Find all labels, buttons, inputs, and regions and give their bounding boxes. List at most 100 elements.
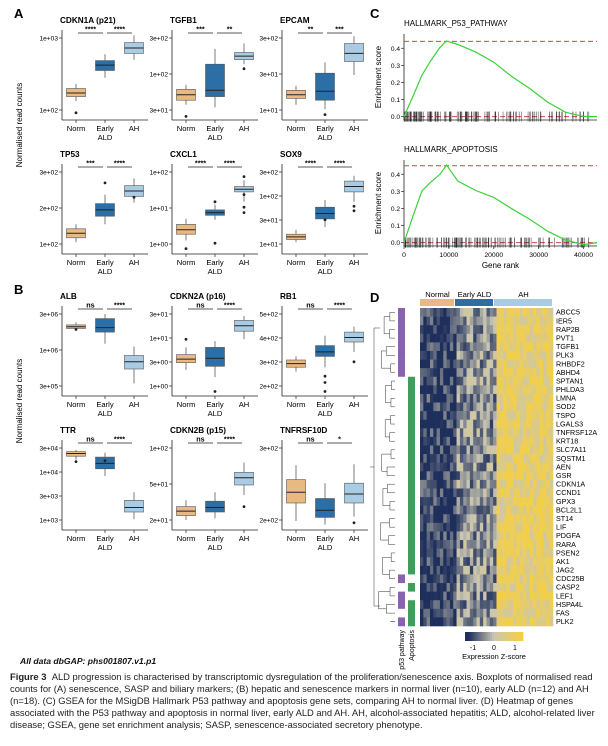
heatmap-cell [463,333,467,343]
heatmap-cell [426,548,431,558]
heatmap-cell [516,368,521,378]
heatmap-cell [493,514,497,524]
heatmap-cell [543,428,547,438]
heatmap-cell [463,565,467,575]
heatmap-cell [463,479,467,489]
heatmap-cell [483,462,487,472]
heatmap-cell [529,436,534,446]
annotation-cell-apoptosis [408,402,415,412]
box-1 [315,345,335,357]
heatmap-cell [443,548,447,558]
heatmap-cell [459,385,464,395]
heatmap-cell [449,368,454,378]
heatmap-cell [499,574,504,584]
heatmap-cell [536,565,541,575]
heatmap-cell [449,411,454,421]
heatmap-cell [519,428,524,438]
heatmap-cell [506,419,511,429]
heatmap-cell [446,350,451,360]
heatmap-cell [496,531,501,541]
heatmap-cell [423,471,427,481]
heatmap-cell [499,368,504,378]
heatmap-cell [469,565,474,575]
heatmap-cell [523,419,527,429]
heatmap-cell [473,428,477,438]
heatmap-cell [523,600,527,610]
heatmap-cell [529,462,534,472]
annotation-cell-p53 [398,531,405,541]
heatmap-cell [539,308,544,317]
heatmap-cell [499,471,504,481]
y-tick-label: 1e+01 [259,242,278,249]
x-tick-label: Early [206,534,224,543]
x-tick-label: 20000 [484,252,503,259]
heatmap-cell [516,505,521,515]
box-2 [234,472,254,486]
heatmap-cell [529,342,534,352]
heatmap-cell [459,454,464,463]
heatmap-cell [493,428,497,438]
heatmap-cell [493,333,497,343]
heatmap-cell [476,522,481,532]
heatmap-cell [509,333,514,343]
heatmap-cell [423,445,427,455]
heatmap-cell [453,333,457,343]
heatmap-cell [523,342,527,352]
heatmap-cell [459,436,464,446]
outlier-point [213,241,217,245]
heatmap-cell [516,574,521,584]
heatmap-cell [546,385,550,395]
heatmap-cell [506,600,511,610]
heatmap-cell [536,505,541,515]
outlier-point [184,115,188,118]
heatmap-cell [466,445,471,455]
legend-swatch [480,632,483,641]
legend-tick-label: -1 [470,645,476,652]
heatmap-cell [433,462,437,472]
heatmap-cell [516,428,521,438]
heatmap-cell [423,583,427,592]
heatmap-cell [513,548,517,558]
heatmap-cell [529,608,534,618]
heatmap-cell [473,385,477,395]
heatmap-cell [429,514,434,524]
heatmap-cell [549,428,554,438]
heatmap-cell [523,488,527,498]
plot-title: HALLMARK_APOPTOSIS [404,145,498,154]
heatmap-cell [546,522,550,532]
heatmap-cell [426,557,431,567]
heatmap-cell [549,308,554,317]
heatmap-cell [469,488,474,498]
heatmap-cell [496,479,501,489]
heatmap-cell [489,471,494,481]
heatmap-cell [479,548,484,558]
heatmap-cell [469,471,474,481]
heatmap-cell [426,419,431,429]
heatmap-cell [479,557,484,567]
heatmap-cell [489,574,494,584]
heatmap-cell [503,325,507,335]
heatmap-cell [449,600,454,610]
heatmap-cell [486,540,491,549]
heatmap-cell [479,419,484,429]
gene-label: PHLDA3 [556,385,584,394]
heatmap-cell [526,600,531,610]
heatmap-cell [463,557,467,567]
heatmap-cell [536,471,541,481]
heatmap-cell [453,462,457,472]
heatmap-cell [533,522,537,532]
heatmap-cell [499,522,504,532]
heatmap-cell [529,514,534,524]
heatmap-cell [506,540,511,549]
heatmap-cell [423,600,427,610]
heatmap-cell [516,454,521,463]
heatmap-cell [449,479,454,489]
heatmap-cell [446,514,451,524]
heatmap-cell [420,428,424,438]
heatmap-cell [533,462,537,472]
y-tick-label: 3e+03 [39,494,58,501]
heatmap-cell [446,548,451,558]
heatmap-cell [486,342,491,352]
heatmap-cell [420,454,424,463]
heatmap-cell [529,471,534,481]
